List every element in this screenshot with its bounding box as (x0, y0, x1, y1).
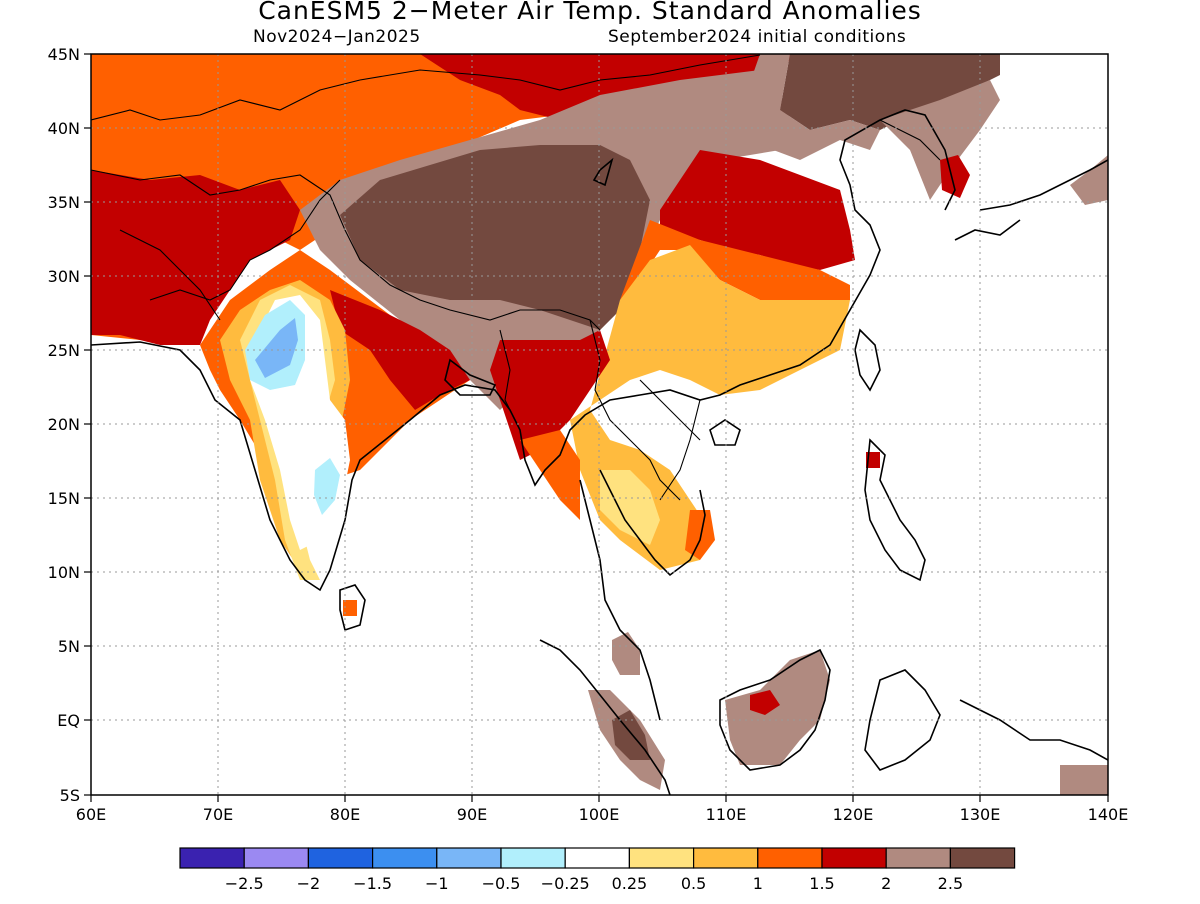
region-lightbrown-newguinea (1060, 765, 1108, 795)
lat-label: 40N (48, 119, 80, 138)
colorbar-swatch (436, 847, 502, 869)
latitude-labels: 45N 40N 35N 30N 25N 20N 15N 10N 5N EQ 5S (48, 45, 80, 805)
colorbar-swatch (564, 847, 631, 869)
axis-ticks (84, 53, 1109, 802)
grid-lines (91, 54, 1108, 795)
colorbar-swatch (179, 847, 245, 869)
colorbar-swatch (757, 847, 823, 869)
coastlines (91, 109, 1108, 795)
colorbar-label: −1 (425, 874, 449, 893)
colorbar-swatch (628, 847, 695, 869)
lat-label: 10N (48, 563, 80, 582)
lon-label: 90E (457, 805, 487, 824)
lon-label: 140E (1088, 805, 1129, 824)
forecast-period: Nov2024−Jan2025 (253, 27, 421, 47)
region-red-borneo (750, 690, 780, 715)
colorbar-swatch (307, 847, 374, 869)
region-lightbrown-borneo (725, 650, 830, 765)
colorbar-label: −0.25 (541, 874, 590, 893)
region-red-myanmar (490, 330, 610, 460)
lat-label: 45N (48, 45, 80, 64)
region-red-philippines (866, 452, 880, 468)
region-red-north (420, 54, 800, 120)
lat-label: 35N (48, 193, 80, 212)
colorbar-label: −1.5 (353, 874, 392, 893)
region-cyan-southindia (314, 458, 340, 515)
colorbar-swatch (372, 847, 438, 869)
initial-conditions: September2024 initial conditions (608, 27, 907, 47)
lon-label: 110E (706, 805, 747, 824)
colorbar-swatch (821, 847, 887, 869)
lon-label: 60E (76, 805, 106, 824)
region-red-korea (940, 155, 970, 198)
region-lightbrown-malaya (612, 632, 640, 675)
region-orange-vietnam (685, 510, 715, 560)
lat-label: 20N (48, 415, 80, 434)
region-red-eastindia (330, 290, 470, 410)
colorbar-swatch (500, 847, 566, 869)
colorbar-swatch (885, 847, 952, 869)
longitude-labels: 60E 70E 80E 90E 100E 110E 120E 130E 140E (76, 805, 1129, 824)
country-borders (91, 54, 941, 501)
region-orange-srilanka (343, 600, 357, 616)
anomaly-shading (91, 54, 1108, 795)
lon-label: 120E (833, 805, 874, 824)
colorbar-label: 0.25 (612, 874, 648, 893)
map-title: CanESM5 2−Meter Air Temp. Standard Anoma… (258, 0, 922, 25)
region-orange-myanmar (520, 430, 580, 520)
colorbar-label: 1.5 (809, 874, 834, 893)
colorbar (179, 847, 1016, 869)
colorbar-labels: −2.5 −2 −1.5 −1 −0.5 −0.25 0.25 0.5 1 1.5 2 2.5 (225, 874, 963, 893)
region-orange-southchina (620, 220, 850, 300)
colorbar-swatch (692, 847, 759, 869)
colorbar-label: 2.5 (938, 874, 963, 893)
lon-label: 80E (330, 805, 360, 824)
lon-label: 130E (960, 805, 1001, 824)
lon-label: 70E (203, 805, 233, 824)
region-red-west (91, 170, 300, 345)
lat-label: 30N (48, 267, 80, 286)
colorbar-label: 0.5 (681, 874, 706, 893)
region-lightblue-northwestindia (255, 318, 298, 378)
colorbar-swatch (949, 847, 1016, 869)
lat-label: 5N (58, 637, 80, 656)
colorbar-label: 2 (881, 874, 891, 893)
colorbar-label: −2 (297, 874, 321, 893)
lon-label: 100E (579, 805, 620, 824)
colorbar-label: −0.5 (482, 874, 521, 893)
lat-label: 5S (60, 786, 80, 805)
region-darkbrown-northeast (780, 54, 1000, 130)
colorbar-label: 1 (753, 874, 763, 893)
colorbar-label: −2.5 (225, 874, 264, 893)
region-lightbrown-northeast (730, 54, 880, 160)
region-orange-west (91, 54, 790, 340)
colorbar-swatch (243, 847, 309, 869)
region-red-eastchina (660, 150, 855, 270)
region-lightbrown-japan (1070, 155, 1108, 205)
region-yellow-cambodia (600, 470, 660, 545)
region-darkbrown-tibet (340, 145, 650, 330)
lat-label: EQ (57, 711, 80, 730)
lat-label: 15N (48, 489, 80, 508)
lat-label: 25N (48, 341, 80, 360)
